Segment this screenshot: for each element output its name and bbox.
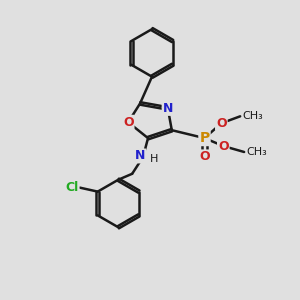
Text: O: O [123,116,134,129]
Text: P: P [200,131,210,145]
Text: H: H [150,154,158,164]
Text: Cl: Cl [65,181,79,194]
Text: N: N [163,102,173,115]
Text: O: O [199,150,210,164]
Text: CH₃: CH₃ [246,147,267,157]
Text: N: N [135,149,145,162]
Text: O: O [216,117,226,130]
Text: O: O [218,140,229,152]
Text: CH₃: CH₃ [242,111,263,121]
